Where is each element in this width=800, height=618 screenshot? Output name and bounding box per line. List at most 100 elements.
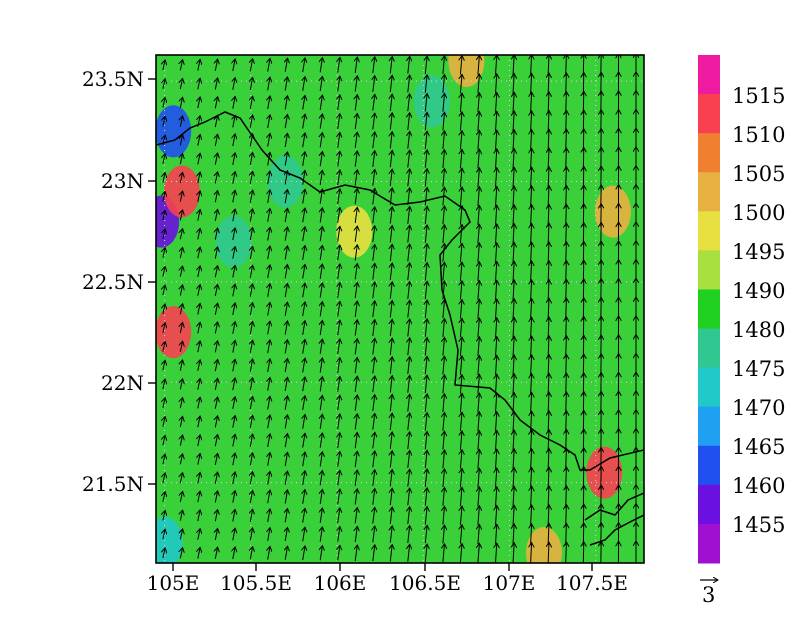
colorbar-swatch [698,172,720,212]
map-plot-area [156,55,644,563]
wind-vector [566,55,567,77]
wind-vector [513,55,514,76]
wind-vector [496,55,497,75]
wind-vector [268,265,270,279]
wind-vector [268,58,270,72]
lat-tick: 22N [101,371,156,395]
wind-vector [198,153,200,165]
wind-vector [285,434,287,448]
wind-vector [566,298,567,321]
wind-vector [566,261,567,283]
wind-vector [425,338,427,356]
wind-vector [268,115,270,128]
wind-vector [338,395,340,411]
wind-vector [531,392,532,414]
wind-vector [373,395,375,412]
wind-vector [198,285,200,296]
wind-vector [285,471,287,485]
wind-vector [303,227,305,242]
wind-vector [180,304,182,315]
wind-vector [198,360,200,371]
wind-vector [443,544,445,563]
wind-vector [408,75,410,93]
wind-vector [373,113,375,130]
wind-vector [373,526,375,543]
wind-vector [250,59,252,72]
wind-vector [390,75,392,93]
wind-vector [443,244,445,262]
wind-vector [531,543,532,563]
wind-vector [198,472,200,484]
wind-vector [268,284,270,297]
wind-vector [303,415,305,429]
wind-vector [373,432,375,449]
wind-vector [408,300,410,318]
wind-vector [198,191,200,203]
wind-vector [478,337,480,357]
wind-vector [531,355,532,376]
wind-vector [390,376,392,393]
wind-vector [513,261,514,282]
wind-vector [250,359,252,372]
wind-vector [233,284,235,297]
wind-vector [303,264,305,279]
wind-vector [180,135,182,146]
wind-vector [215,416,217,428]
wind-vector [355,170,357,186]
wind-vector [390,413,392,431]
wind-vector [566,185,567,208]
wind-vector [355,339,357,355]
wind-vector [390,301,392,318]
wind-vector [303,490,305,504]
wind-vector [250,490,252,504]
wind-vector [233,547,235,560]
wind-vector [531,148,532,170]
wind-vector [320,76,322,92]
wind-vector [233,190,235,203]
wind-vector [198,491,200,503]
wind-vector [285,359,287,373]
wind-vector [198,454,200,465]
wind-vector [250,115,252,128]
wind-vector [250,209,252,222]
wind-vector [338,414,340,430]
wind-vector [390,488,392,506]
wind-vector [513,336,514,357]
wind-vector [233,303,235,316]
wind-vector [566,523,567,546]
wind-vector [180,341,182,352]
wind-vector [215,360,217,372]
wind-vector [531,505,532,526]
wind-vector [496,149,497,169]
wind-vector [320,527,322,542]
wind-vector [338,208,340,223]
wind-vector [408,169,410,187]
wind-vector [320,227,322,242]
wind-vector [250,322,252,335]
wind-vector [268,453,270,466]
wind-vector [233,134,235,147]
wind-vector [408,451,410,468]
wind-vector [373,132,375,149]
wind-vector [443,431,445,450]
wind-vector [198,228,200,240]
wind-vector [443,169,445,187]
wind-vector [408,188,410,206]
lon-tick-label: 107E [483,571,536,595]
wind-vector [443,75,445,93]
wind-vector [408,375,410,393]
colorbar-label: 1500 [732,201,785,225]
wind-vector [285,377,287,391]
wind-vector [373,376,375,393]
wind-vector [198,304,200,315]
wind-vector [163,79,165,89]
lon-tick: 105.5E [220,563,292,595]
wind-vector [531,411,532,433]
wind-vector [566,129,567,152]
wind-vector [233,153,235,165]
wind-vector [478,149,480,169]
wind-vector [163,454,165,465]
wind-vector [408,263,410,281]
wind-vector [163,154,165,164]
wind-vector [320,133,322,148]
